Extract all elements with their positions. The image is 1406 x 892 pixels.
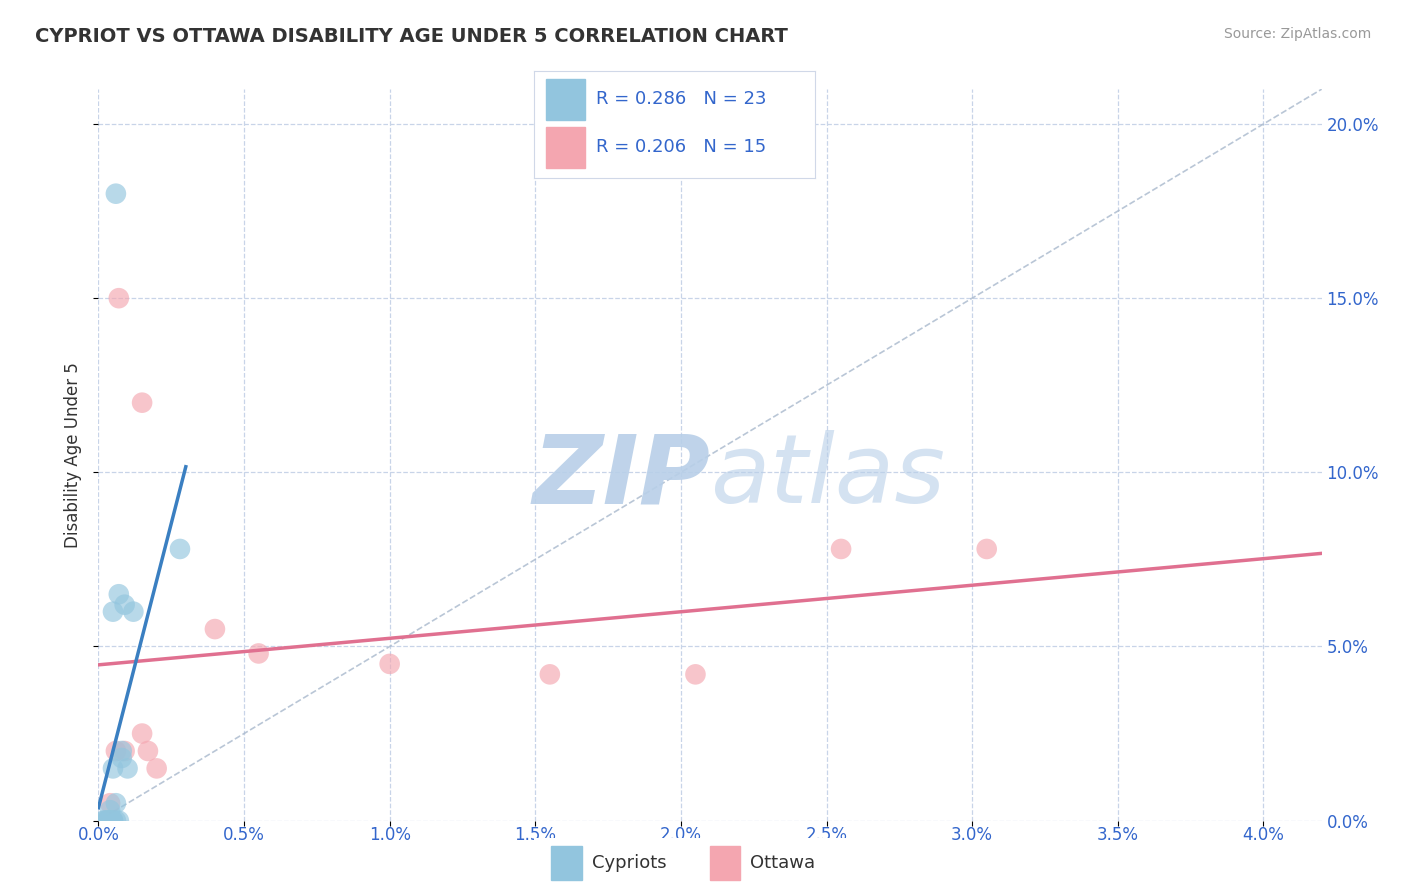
Y-axis label: Disability Age Under 5: Disability Age Under 5 xyxy=(65,362,83,548)
Text: Cypriots: Cypriots xyxy=(592,854,666,872)
Point xyxy=(145,761,167,775)
Point xyxy=(538,667,561,681)
Point xyxy=(108,587,131,601)
Point xyxy=(169,541,191,556)
Point xyxy=(101,605,124,619)
Point xyxy=(685,667,707,681)
Point xyxy=(378,657,401,671)
Point xyxy=(114,598,136,612)
Point xyxy=(117,761,139,775)
Point xyxy=(131,726,153,740)
Point xyxy=(122,605,145,619)
Point xyxy=(96,814,118,828)
Bar xyxy=(546,127,585,168)
Point xyxy=(111,744,134,758)
Point xyxy=(101,814,124,828)
Point xyxy=(93,814,115,828)
Point xyxy=(976,541,998,556)
Point xyxy=(104,814,127,828)
Point xyxy=(104,186,127,201)
Point xyxy=(98,803,121,817)
Point xyxy=(104,744,127,758)
Point xyxy=(204,622,226,636)
Bar xyxy=(551,846,582,880)
Point xyxy=(111,751,134,765)
Point xyxy=(247,647,270,661)
Bar xyxy=(710,846,740,880)
Point xyxy=(108,814,131,828)
Point xyxy=(108,291,131,305)
Text: ZIP: ZIP xyxy=(531,430,710,524)
Text: CYPRIOT VS OTTAWA DISABILITY AGE UNDER 5 CORRELATION CHART: CYPRIOT VS OTTAWA DISABILITY AGE UNDER 5… xyxy=(35,27,787,45)
Point xyxy=(131,395,153,409)
Point xyxy=(93,814,115,828)
Point xyxy=(98,814,121,828)
Point xyxy=(96,814,118,828)
Point xyxy=(136,744,159,758)
Point xyxy=(101,814,124,828)
Point xyxy=(104,796,127,810)
Point xyxy=(98,796,121,810)
Point xyxy=(114,744,136,758)
Point xyxy=(96,814,118,828)
Point xyxy=(101,761,124,775)
Point xyxy=(98,814,121,828)
Bar xyxy=(546,78,585,120)
Text: Ottawa: Ottawa xyxy=(751,854,815,872)
Text: R = 0.206   N = 15: R = 0.206 N = 15 xyxy=(596,138,766,156)
Text: atlas: atlas xyxy=(710,430,945,524)
Text: R = 0.286   N = 23: R = 0.286 N = 23 xyxy=(596,90,766,108)
Point xyxy=(830,541,852,556)
Text: Source: ZipAtlas.com: Source: ZipAtlas.com xyxy=(1223,27,1371,41)
